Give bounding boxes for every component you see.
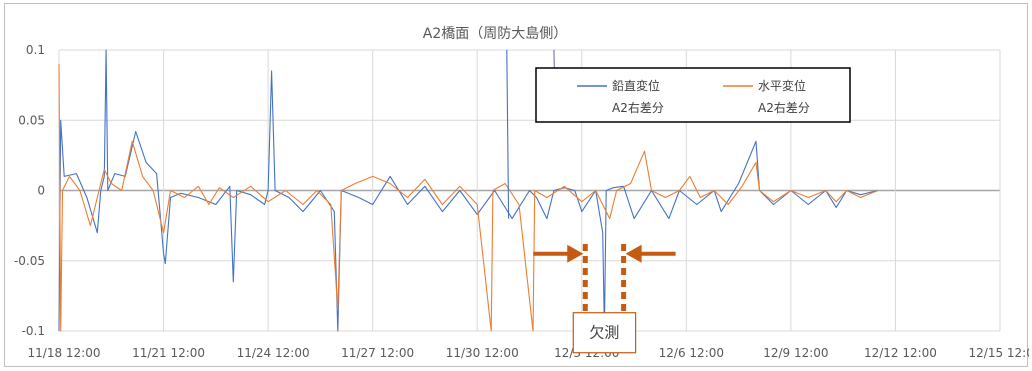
- x-tick-label: 11/21 12:00: [132, 346, 205, 360]
- legend-label-series-2-line1: 水平変位: [758, 78, 806, 93]
- missing-data-label: 欠測: [589, 324, 619, 342]
- annotation-layer: 欠測: [533, 243, 676, 354]
- legend-label-series-1-line1: 鉛直変位: [612, 78, 660, 93]
- x-tick-label: 11/27 12:00: [341, 346, 414, 360]
- legend-box: [535, 67, 851, 123]
- x-axis-tick-labels: 11/18 12:00 11/21 12:00 11/24 12:00 11/27 1…: [28, 346, 1029, 360]
- x-tick-label: 12/12 12:00: [864, 346, 937, 360]
- x-tick-label: 11/24 12:00: [237, 346, 310, 360]
- series-line-2: [58, 64, 879, 332]
- chart-frame: A2橋面（周防大島側） 0.1 0.05 0 -0.05 -0.1 11/18 12:0…: [4, 3, 1029, 367]
- left-arrow-head: [567, 244, 584, 263]
- missing-data-box: [572, 312, 637, 354]
- y-axis-tick-labels: 0.1 0.05 0 -0.05 -0.1: [14, 43, 45, 338]
- x-tick-label: 12/9 12:00: [763, 346, 828, 360]
- y-tick-label: 0.1: [26, 43, 45, 57]
- x-tick-label: 11/18 12:00: [28, 346, 101, 360]
- y-tick-label: -0.1: [22, 324, 45, 338]
- y-tick-label: 0: [37, 184, 45, 198]
- x-tick-label: 12/6 12:00: [659, 346, 724, 360]
- y-tick-label: 0.05: [18, 113, 45, 127]
- x-tick-label: 12/15 12:00: [969, 346, 1029, 360]
- y-tick-label: -0.05: [14, 254, 45, 268]
- legend-label-series-2-line2: A2右差分: [758, 100, 810, 115]
- x-tick-label: 11/30 12:00: [446, 346, 519, 360]
- chart-title: A2橋面（周防大島側）: [423, 26, 567, 42]
- legend-label-series-1-line2: A2右差分: [612, 100, 664, 115]
- chart-svg: A2橋面（周防大島側） 0.1 0.05 0 -0.05 -0.1 11/18 12:0…: [14, 26, 1029, 360]
- right-arrow-head: [625, 244, 642, 263]
- legend: 鉛直変位 A2右差分 水平変位 A2右差分: [535, 67, 851, 123]
- spike-line-1: [506, 49, 510, 219]
